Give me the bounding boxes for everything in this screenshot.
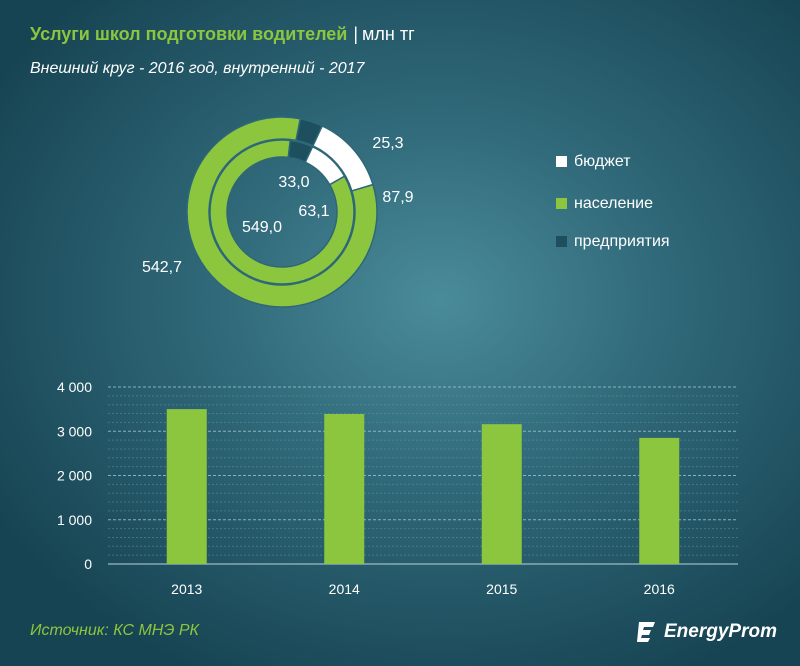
y-tick-label: 4 000: [57, 379, 92, 395]
title-separator: |: [353, 24, 359, 44]
x-tick-label: 2016: [644, 581, 675, 597]
bar-2013: [166, 409, 207, 564]
bars: 2013 2014 2015 2016: [166, 409, 680, 597]
donut-label-outer-2: 25,3: [372, 135, 403, 152]
title-text: Услуги школ подготовки водителей: [30, 24, 348, 44]
donut-slice-outer-1: [186, 116, 378, 308]
y-tick-label: 2 000: [57, 468, 92, 484]
donut-label-inner-1: 549,0: [242, 219, 282, 236]
donut-slice-inner-1: [209, 139, 355, 285]
donut-chart: [186, 116, 378, 308]
legend: бюджет население предприятия: [556, 153, 670, 250]
chart-subtitle: Внешний круг - 2016 год, внутренний - 20…: [30, 60, 365, 77]
brand-logo: EnergyProm: [636, 618, 777, 646]
energyprom-logo-icon: [637, 622, 655, 642]
legend-swatch-1: [556, 198, 567, 209]
donut-label-inner-0: 63,1: [298, 203, 329, 220]
y-tick-label: 1 000: [57, 512, 92, 528]
bar-2014: [324, 413, 365, 564]
legend-label-0: бюджет: [574, 153, 631, 170]
donut-label-outer-0: 87,9: [382, 189, 413, 206]
legend-swatch-2: [556, 236, 567, 247]
donut-slice-outer-2: [295, 117, 324, 147]
bar-2016: [639, 437, 680, 564]
x-tick-label: 2015: [486, 581, 517, 597]
bar-2015: [481, 424, 522, 564]
legend-label-2: предприятия: [574, 233, 670, 250]
y-tick-label: 0: [84, 556, 92, 572]
bar-grid: [108, 386, 738, 565]
donut-labels: 87,9 542,7 25,3 63,1 549,0 33,0: [142, 135, 414, 276]
chart-title: Услуги школ подготовки водителей | млн тг: [30, 24, 415, 45]
brand-name: EnergyProm: [664, 621, 777, 642]
legend-label-1: население: [574, 195, 653, 212]
source-note: Источник: КС МНЭ РК: [30, 622, 199, 639]
legend-swatch-0: [556, 156, 567, 167]
bar-axis: 0 1 000 2 000 3 000 4 000: [57, 379, 738, 572]
donut-slice-inner-2: [287, 139, 314, 164]
title-unit: млн тг: [362, 24, 415, 44]
x-tick-label: 2013: [171, 581, 202, 597]
donut-label-outer-1: 542,7: [142, 259, 182, 276]
y-tick-label: 3 000: [57, 423, 92, 439]
donut-label-inner-2: 33,0: [278, 174, 309, 191]
x-tick-label: 2014: [329, 581, 360, 597]
